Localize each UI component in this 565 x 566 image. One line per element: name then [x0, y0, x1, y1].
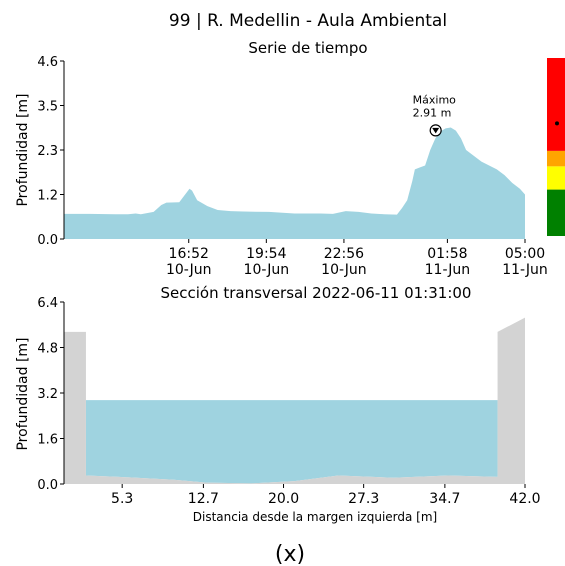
max-marker-triangle-icon: [432, 127, 440, 134]
cross-section-y-tick-label: 3.2: [37, 387, 58, 402]
timeseries-x-tick-date: 11-Jun: [502, 262, 548, 278]
water-section-area: [85, 400, 498, 484]
timeseries-x-tick-time: 19:54: [246, 246, 286, 262]
figure-caption: (x): [275, 542, 305, 566]
timeseries-x-tick-time: 22:56: [324, 246, 364, 262]
cross-section-chart: Sección transversal 2022-06-11 01:31:00 …: [15, 284, 541, 524]
timeseries-title: Serie de tiempo: [248, 39, 367, 57]
timeseries-x-tick-date: 11-Jun: [425, 262, 471, 278]
cross-section-x-tick-label: 5.3: [111, 491, 133, 507]
cross-section-y-tick-label: 4.8: [37, 342, 58, 357]
cross-section-y-tick-label: 1.6: [37, 433, 58, 448]
timeseries-x-tick-date: 10-Jun: [166, 262, 212, 278]
timeseries-plot-area: [64, 127, 525, 239]
cross-section-y-tick-label: 6.4: [37, 296, 58, 311]
timeseries-x-tick-time: 05:00: [505, 246, 545, 262]
cross-section-plot-area: [64, 317, 525, 484]
cross-section-y-tick-label: 0.0: [37, 478, 58, 493]
max-annotation: Máximo 2.91 m: [413, 93, 457, 137]
timeseries-y-tick-label: 3.5: [37, 100, 58, 115]
cross-section-x-tick-label: 27.3: [348, 491, 379, 507]
cross-section-x-tick-label: 20.0: [268, 491, 299, 507]
cross-section-xlabel: Distancia desde la margen izquierda [m]: [193, 510, 437, 524]
alert-level-segment: [547, 166, 565, 190]
alert-level-bar: [547, 58, 565, 236]
cross-section-title: Sección transversal 2022-06-11 01:31:00: [161, 284, 472, 302]
timeseries-axes: 0.01.22.33.54.616:5210-Jun19:5410-Jun22:…: [37, 55, 547, 278]
max-annotation-value: 2.91 m: [413, 106, 452, 119]
depth-series-area: [64, 127, 525, 239]
timeseries-chart: Serie de tiempo 0.01.22.33.54.616:5210-J…: [15, 39, 565, 278]
alert-level-segment: [547, 150, 565, 167]
alert-level-segment: [547, 189, 565, 236]
timeseries-y-tick-label: 0.0: [37, 233, 58, 248]
cross-section-x-tick-label: 42.0: [509, 491, 540, 507]
timeseries-x-tick-time: 01:58: [427, 246, 467, 262]
alert-current-marker: [555, 121, 559, 126]
timeseries-x-tick-time: 16:52: [169, 246, 209, 262]
timeseries-y-tick-label: 2.3: [37, 144, 58, 159]
cross-section-ylabel: Profundidad [m]: [15, 337, 31, 450]
max-annotation-label: Máximo: [413, 93, 457, 106]
figure-title: 99 | R. Medellin - Aula Ambiental: [169, 11, 447, 31]
timeseries-x-tick-date: 10-Jun: [244, 262, 290, 278]
alert-level-segment: [547, 58, 565, 151]
timeseries-y-tick-label: 4.6: [37, 55, 58, 70]
cross-section-axes: 0.0 1.6 3.2 4.8 6.4 5.3 12.7 20.0 27.3 34.7 42.0: [37, 296, 540, 507]
timeseries-ylabel: Profundidad [m]: [15, 93, 31, 206]
timeseries-y-tick-label: 1.2: [37, 189, 58, 204]
cross-section-x-tick-label: 34.7: [429, 491, 460, 507]
cross-section-x-tick-label: 12.7: [188, 491, 219, 507]
timeseries-x-tick-date: 10-Jun: [321, 262, 367, 278]
